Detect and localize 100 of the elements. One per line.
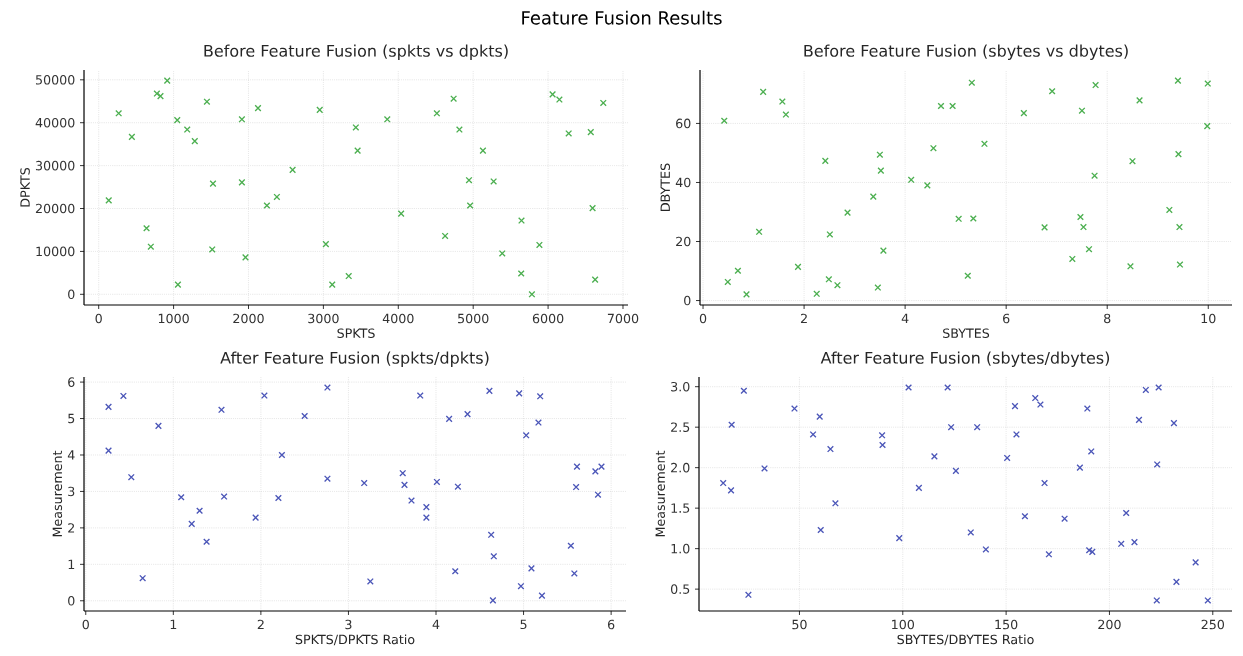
point	[1176, 261, 1184, 269]
point	[955, 215, 963, 223]
point	[833, 281, 841, 289]
point	[895, 534, 903, 542]
x-tick-label: 1000	[158, 313, 189, 324]
point	[238, 178, 246, 186]
point	[466, 202, 474, 210]
point	[1068, 255, 1076, 263]
point	[724, 278, 732, 286]
point	[555, 96, 563, 104]
y-tick-label: 40000	[35, 117, 75, 128]
point	[1172, 578, 1180, 586]
point	[1153, 596, 1161, 604]
point	[527, 564, 535, 572]
point	[416, 392, 424, 400]
y-tick-label: 60	[676, 118, 691, 129]
point	[755, 228, 763, 236]
point	[809, 430, 817, 438]
point	[949, 102, 957, 110]
x-axis-title: SBYTES/DBYTES Ratio	[897, 634, 1034, 646]
point	[196, 507, 204, 515]
point	[1174, 150, 1182, 158]
y-tick-label: 40	[675, 177, 691, 188]
point	[905, 384, 913, 392]
point	[1087, 447, 1095, 455]
point	[744, 591, 752, 599]
point	[515, 389, 523, 397]
x-tick-label: 1	[170, 619, 177, 629]
point	[323, 475, 331, 483]
point	[1020, 109, 1028, 117]
point	[263, 202, 271, 210]
point	[826, 445, 834, 453]
x-tick-label: 7000	[607, 313, 639, 324]
point	[980, 140, 988, 148]
point	[274, 494, 282, 502]
point	[869, 193, 877, 201]
point	[105, 447, 113, 455]
chart-title: After Feature Fusion (spkts/dpkts)	[220, 351, 489, 367]
point	[573, 463, 581, 471]
point	[105, 403, 113, 411]
point	[454, 483, 462, 491]
chart-title: Before Feature Fusion (sbytes vs dbytes)	[804, 44, 1128, 60]
point	[1061, 515, 1069, 523]
point	[565, 129, 573, 137]
x-tick-label: 0	[82, 619, 89, 630]
point	[879, 441, 887, 449]
point	[119, 392, 127, 400]
point	[1203, 122, 1211, 130]
y-tick-label: 50000	[35, 75, 75, 85]
point	[1048, 87, 1056, 95]
point	[203, 538, 211, 546]
point	[1155, 384, 1163, 392]
chart-title: After Feature Fusion (sbytes/dbytes)	[820, 351, 1110, 367]
point	[1045, 550, 1053, 558]
point	[570, 569, 578, 577]
point	[528, 290, 536, 298]
point	[203, 98, 211, 106]
point	[599, 99, 607, 107]
x-tick-label: 50	[792, 619, 807, 630]
point	[778, 98, 786, 106]
x-tick-label: 2	[257, 619, 264, 630]
point	[485, 387, 493, 395]
y-tick-label: 20	[676, 236, 691, 247]
y-tick-label: 5	[68, 413, 75, 424]
x-tick-label: 4000	[382, 313, 414, 324]
point	[345, 272, 353, 280]
point	[727, 486, 735, 494]
point	[1122, 509, 1130, 517]
y-tick-label: 6	[68, 377, 75, 387]
point	[1135, 416, 1143, 424]
point	[163, 77, 171, 85]
point	[238, 115, 246, 123]
point	[1003, 454, 1011, 462]
y-tick-label: 0.5	[670, 584, 690, 594]
point	[433, 478, 441, 486]
point	[1079, 223, 1087, 231]
point	[728, 421, 736, 429]
point	[422, 503, 430, 511]
point	[877, 167, 885, 175]
point	[597, 463, 605, 471]
point	[360, 479, 368, 487]
point	[1083, 405, 1091, 413]
point	[826, 230, 834, 238]
point	[498, 249, 506, 257]
y-tick-label: 3.0	[671, 381, 690, 392]
point	[968, 79, 976, 87]
y-tick-label: 30000	[35, 160, 75, 171]
point	[831, 499, 839, 507]
point	[1092, 81, 1100, 89]
point	[876, 151, 884, 159]
point	[1128, 157, 1136, 165]
point	[821, 157, 829, 165]
point	[944, 384, 952, 392]
point	[1031, 394, 1039, 402]
point	[316, 106, 324, 114]
point	[1021, 512, 1029, 520]
point	[719, 479, 727, 487]
point	[183, 126, 191, 134]
point	[1041, 479, 1049, 487]
point	[433, 109, 441, 117]
